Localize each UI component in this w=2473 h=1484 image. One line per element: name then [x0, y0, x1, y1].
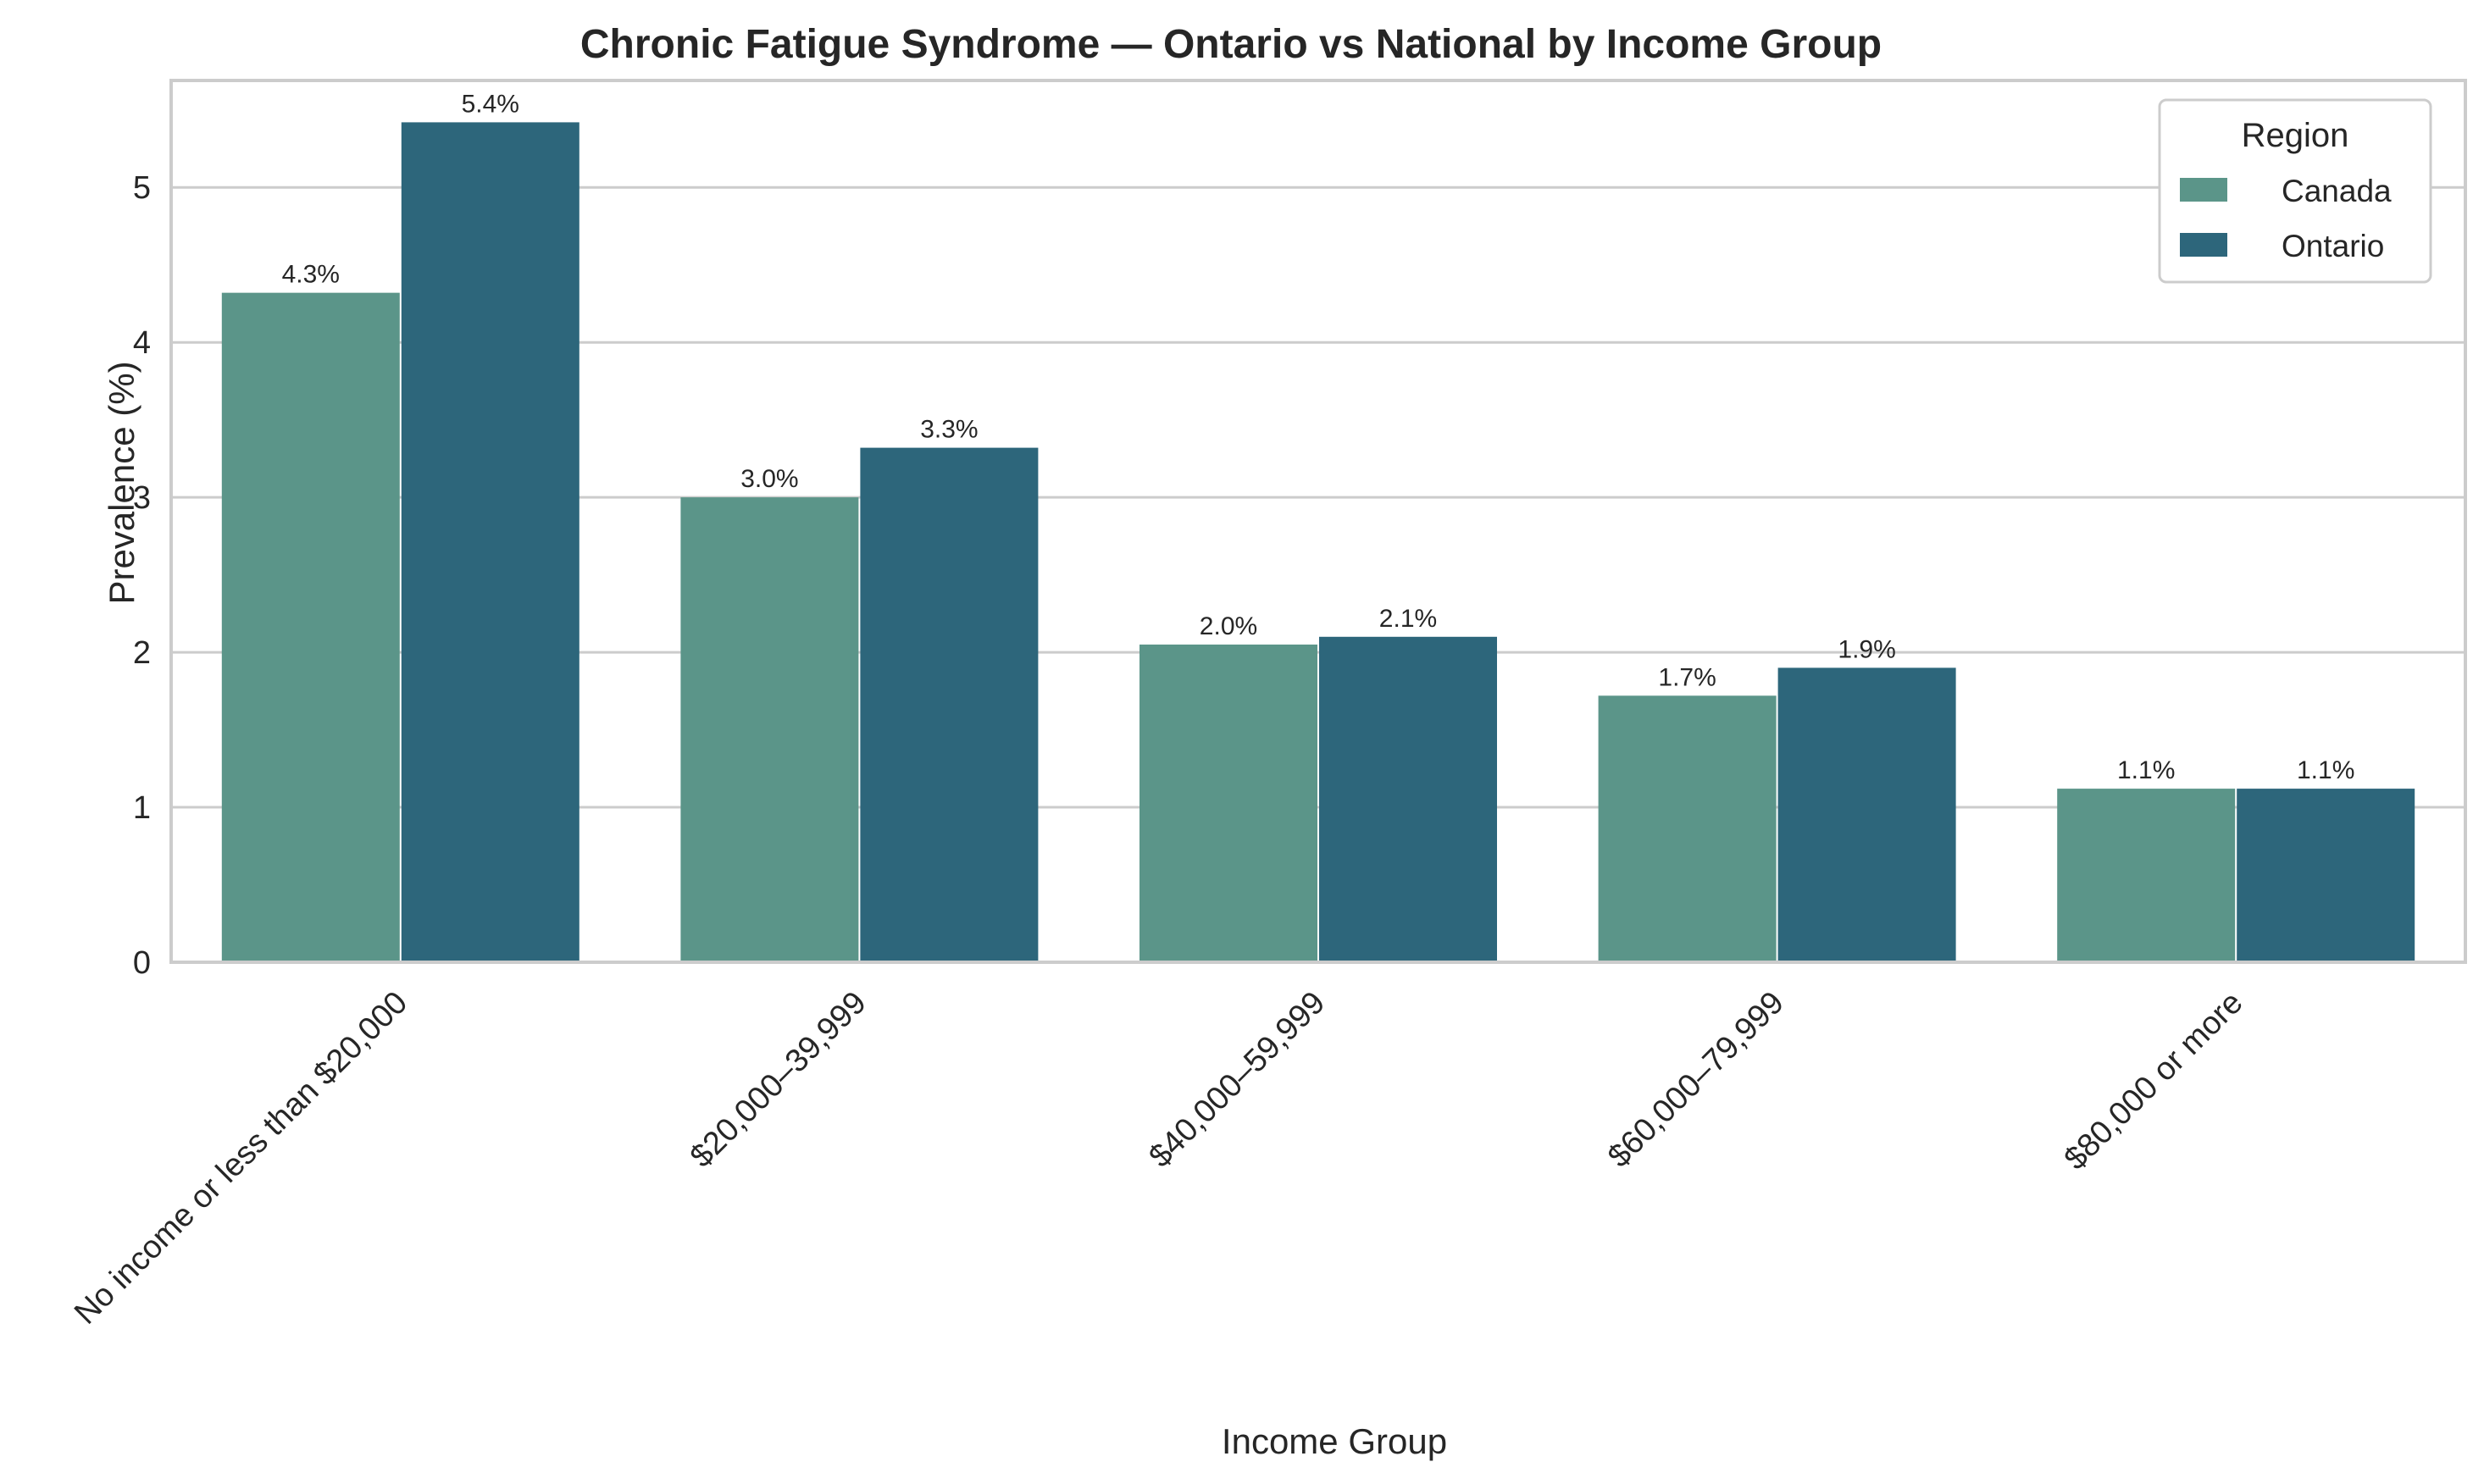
value-label-ontario-2: 2.1% — [1379, 605, 1437, 633]
bar-canada-4 — [2057, 789, 2236, 962]
y-axis-label: Prevalence (%) — [102, 361, 141, 604]
y-tick-label-0: 0 — [133, 945, 151, 981]
value-label-canada-0: 4.3% — [282, 261, 340, 289]
bar-canada-0 — [221, 292, 400, 962]
legend-swatch-canada — [2180, 178, 2227, 202]
y-tick-label-3: 3 — [133, 480, 151, 516]
value-label-canada-2: 2.0% — [1200, 612, 1257, 640]
y-tick-label-5: 5 — [133, 170, 151, 206]
value-labels: 4.3% 5.4% 3.0% 3.3% 2.0% 2.1% 1.7% 1.9% 1.1% 1.1% — [282, 90, 2355, 784]
bar-ontario-1 — [860, 447, 1039, 962]
bar-ontario-4 — [2237, 789, 2415, 962]
value-label-ontario-1: 3.3% — [920, 416, 978, 444]
legend: Region Canada Ontario — [2158, 98, 2432, 284]
value-label-ontario-3: 1.9% — [1838, 635, 1895, 663]
bar-ontario-2 — [1319, 636, 1497, 962]
legend-label-ontario: Ontario — [2282, 229, 2384, 263]
bars — [221, 122, 2415, 962]
plot-frame — [169, 79, 2467, 964]
bar-canada-3 — [1598, 695, 1777, 962]
y-tick-label-2: 2 — [133, 635, 151, 671]
legend-swatch-ontario — [2180, 233, 2227, 257]
y-tick-label-4: 4 — [133, 325, 151, 361]
legend-label-canada: Canada — [2282, 174, 2392, 208]
value-label-ontario-0: 5.4% — [462, 90, 519, 118]
value-label-canada-4: 1.1% — [2117, 756, 2175, 784]
legend-title: Region — [2242, 117, 2349, 154]
bar-canada-2 — [1139, 644, 1317, 962]
bar-canada-1 — [680, 497, 859, 962]
value-label-canada-1: 3.0% — [740, 465, 798, 493]
chart-title: Chronic Fatigue Syndrome — Ontario vs Na… — [580, 22, 1882, 67]
value-label-ontario-4: 1.1% — [2297, 756, 2354, 784]
y-tick-label-1: 1 — [133, 790, 151, 826]
x-axis-label: Income Group — [1222, 1421, 1447, 1461]
bar-ontario-0 — [401, 122, 579, 962]
bar-ontario-3 — [1777, 667, 1956, 962]
value-label-canada-3: 1.7% — [1658, 663, 1716, 691]
y-tick-labels: 0 1 2 3 4 5 — [133, 170, 151, 981]
